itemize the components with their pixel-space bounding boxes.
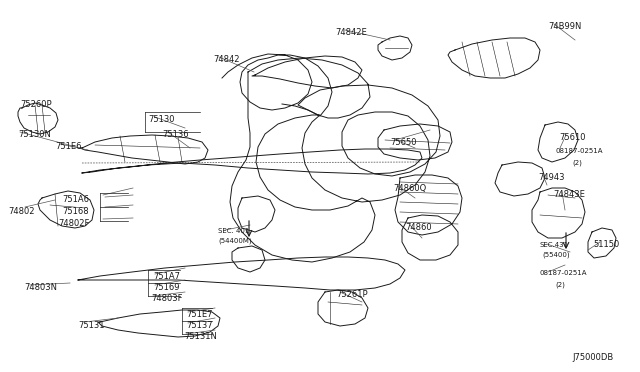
Text: 74802: 74802 [8,207,35,216]
Text: J75000DB: J75000DB [572,353,613,362]
Text: 74860: 74860 [405,223,431,232]
Text: 75168: 75168 [62,207,88,216]
Text: 74B99N: 74B99N [548,22,581,31]
Text: 75131N: 75131N [184,332,217,341]
Text: 08187-0251A: 08187-0251A [556,148,604,154]
Text: 75130N: 75130N [18,130,51,139]
Text: 74803F: 74803F [151,294,182,303]
Text: 75650: 75650 [390,138,417,147]
Text: 751E6: 751E6 [55,142,81,151]
Text: 74943: 74943 [538,173,564,182]
Text: 74842: 74842 [213,55,239,64]
Text: 75610: 75610 [559,133,586,142]
Text: 51150: 51150 [593,240,620,249]
Text: 75260P: 75260P [20,100,52,109]
Text: 75130: 75130 [148,115,175,124]
Text: 75131: 75131 [78,321,104,330]
Text: (2): (2) [572,159,582,166]
Text: 75169: 75169 [153,283,179,292]
Text: (54400M): (54400M) [218,238,252,244]
Text: 74843E: 74843E [553,190,585,199]
Text: 751A6: 751A6 [62,195,89,204]
Text: SEC.431: SEC.431 [540,242,569,248]
Text: 74802F: 74802F [58,219,90,228]
Text: 74803N: 74803N [24,283,57,292]
Text: 75136: 75136 [162,130,189,139]
Text: 751E7: 751E7 [186,310,212,319]
Text: 08187-0251A: 08187-0251A [540,270,588,276]
Text: 75261P: 75261P [336,290,367,299]
Text: 75137: 75137 [186,321,212,330]
Text: 751A7: 751A7 [153,272,180,281]
Text: (55400): (55400) [542,252,570,259]
Text: (2): (2) [555,281,565,288]
Text: SEC. 401: SEC. 401 [218,228,250,234]
Text: 74842E: 74842E [335,28,367,37]
Text: 74860Q: 74860Q [393,184,426,193]
